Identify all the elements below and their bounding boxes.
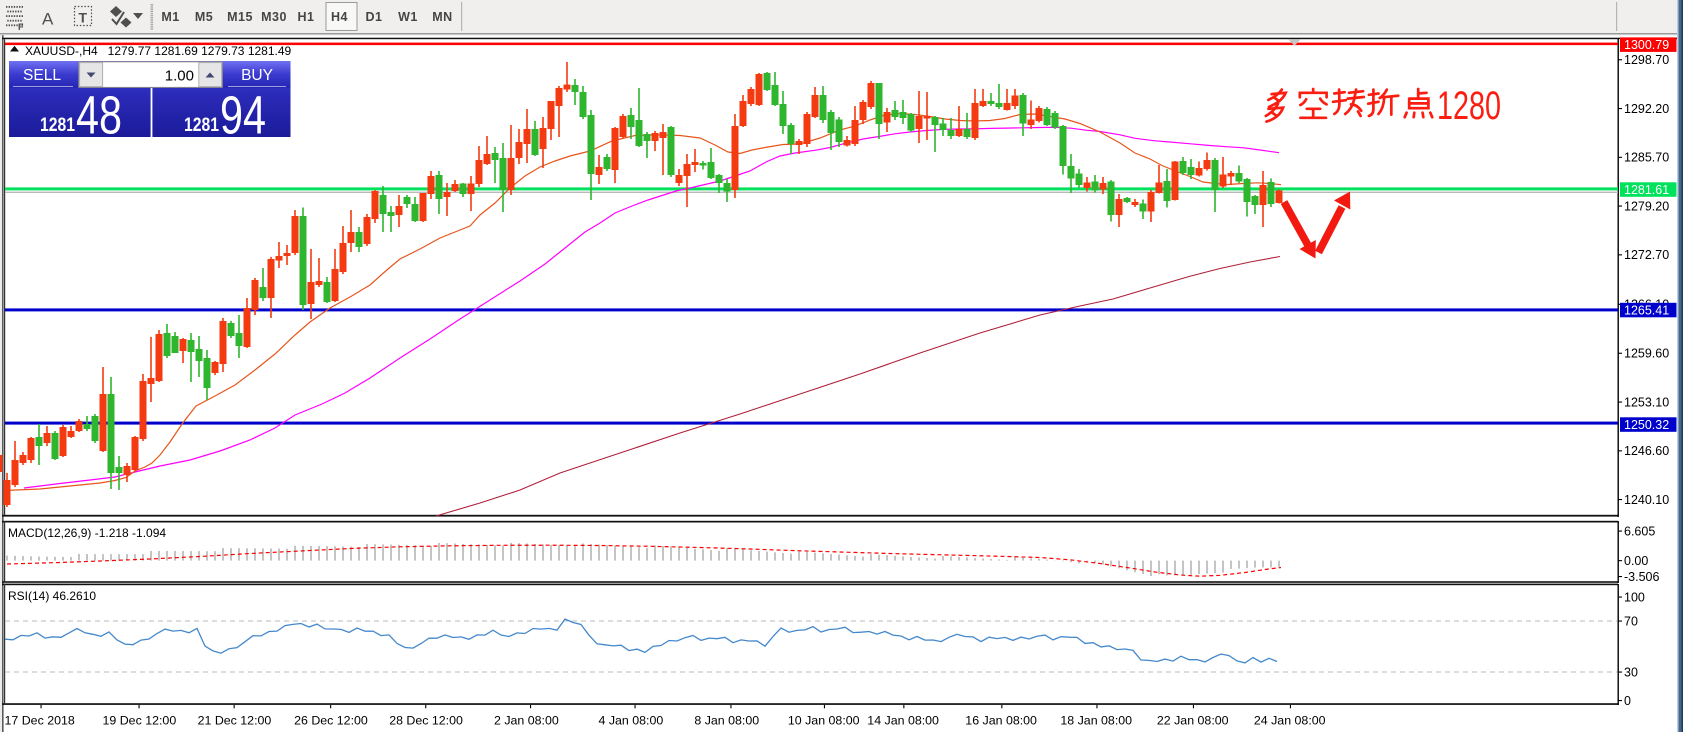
svg-text:1279.20: 1279.20: [1624, 199, 1669, 213]
svg-text:28 Dec 12:00: 28 Dec 12:00: [389, 714, 463, 728]
svg-text:6.605: 6.605: [1624, 524, 1655, 538]
svg-text:H4: H4: [331, 10, 348, 24]
svg-text:-3.506: -3.506: [1624, 570, 1659, 584]
svg-text:22 Jan 08:00: 22 Jan 08:00: [1157, 714, 1229, 728]
svg-text:18 Jan 08:00: 18 Jan 08:00: [1060, 714, 1132, 728]
svg-text:D1: D1: [366, 10, 383, 24]
svg-text:10 Jan 08:00: 10 Jan 08:00: [788, 714, 860, 728]
svg-text:A: A: [42, 10, 54, 29]
svg-text:1272.70: 1272.70: [1624, 248, 1669, 262]
svg-text:MACD(12,26,9) -1.218 -1.094: MACD(12,26,9) -1.218 -1.094: [8, 526, 166, 540]
svg-text:XAUUSD-,H4 1279.77 1281.69 1: XAUUSD-,H4 1279.77 1281.69 1279.73 1281.…: [25, 44, 292, 58]
svg-text:1298.70: 1298.70: [1624, 53, 1669, 67]
svg-text:26 Dec 12:00: 26 Dec 12:00: [294, 714, 368, 728]
svg-text:24 Jan 08:00: 24 Jan 08:00: [1254, 714, 1326, 728]
svg-text:1300.79: 1300.79: [1624, 38, 1669, 52]
svg-text:0: 0: [1624, 694, 1631, 708]
svg-text:MN: MN: [432, 10, 452, 24]
svg-text:100: 100: [1624, 590, 1645, 604]
svg-text:M15: M15: [227, 10, 253, 24]
svg-text:17 Dec 2018: 17 Dec 2018: [5, 714, 75, 728]
svg-text:W1: W1: [398, 10, 418, 24]
svg-text:M1: M1: [161, 10, 179, 24]
svg-text:1246.60: 1246.60: [1624, 444, 1669, 458]
svg-text:1281: 1281: [184, 115, 219, 136]
svg-text:SELL: SELL: [23, 67, 61, 84]
svg-text:F: F: [18, 22, 24, 32]
svg-text:1259.60: 1259.60: [1624, 347, 1669, 361]
svg-text:2 Jan 08:00: 2 Jan 08:00: [494, 714, 559, 728]
svg-text:RSI(14) 46.2610: RSI(14) 46.2610: [8, 589, 96, 603]
svg-text:48: 48: [76, 86, 122, 146]
svg-text:8 Jan 08:00: 8 Jan 08:00: [694, 714, 759, 728]
svg-text:H1: H1: [298, 10, 315, 24]
svg-text:BUY: BUY: [241, 67, 273, 84]
svg-text:1253.10: 1253.10: [1624, 395, 1669, 409]
svg-text:1.00: 1.00: [165, 68, 194, 85]
svg-text:14 Jan 08:00: 14 Jan 08:00: [867, 714, 939, 728]
svg-text:1280: 1280: [1437, 84, 1501, 128]
svg-text:1285.70: 1285.70: [1624, 151, 1669, 165]
svg-text:4 Jan 08:00: 4 Jan 08:00: [599, 714, 664, 728]
svg-text:1292.20: 1292.20: [1624, 102, 1669, 116]
svg-text:21 Dec 12:00: 21 Dec 12:00: [198, 714, 272, 728]
svg-text:1240.10: 1240.10: [1624, 493, 1669, 507]
svg-text:19 Dec 12:00: 19 Dec 12:00: [103, 714, 177, 728]
svg-text:M5: M5: [195, 10, 213, 24]
svg-text:M30: M30: [261, 10, 287, 24]
svg-text:1250.32: 1250.32: [1624, 418, 1669, 432]
svg-text:94: 94: [220, 86, 266, 146]
svg-text:1281.61: 1281.61: [1624, 183, 1669, 197]
svg-text:T: T: [79, 10, 88, 26]
svg-text:1265.41: 1265.41: [1624, 304, 1669, 318]
svg-text:16 Jan 08:00: 16 Jan 08:00: [965, 714, 1037, 728]
svg-text:70: 70: [1624, 614, 1638, 628]
svg-text:30: 30: [1624, 665, 1638, 679]
svg-text:0.00: 0.00: [1624, 554, 1648, 568]
svg-text:1281: 1281: [40, 115, 75, 136]
